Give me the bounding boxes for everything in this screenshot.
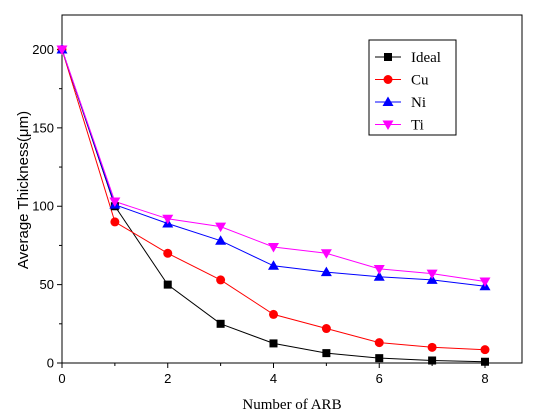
series-group [56, 43, 491, 366]
data-point-ti [56, 45, 68, 55]
legend-label-ideal: Ideal [411, 50, 441, 66]
y-tick-label: 200 [32, 42, 54, 57]
y-tick-label: 50 [40, 277, 54, 292]
x-tick-label: 6 [376, 371, 383, 386]
legend-marker-ti [382, 120, 394, 130]
y-tick-label: 100 [32, 199, 54, 214]
legend-marker-ni [382, 96, 394, 106]
x-axis-label: Number of ARB [242, 397, 341, 413]
data-point-cu [110, 217, 120, 227]
data-point-ti [373, 264, 385, 275]
data-point-cu [374, 338, 384, 348]
data-point-ti [215, 222, 227, 233]
data-point-cu [163, 248, 173, 258]
data-point-ideal [322, 349, 331, 358]
legend-box [368, 39, 457, 136]
data-point-ti [267, 243, 279, 253]
legend-marker-ideal [384, 53, 392, 61]
x-tick-label: 0 [58, 371, 65, 386]
data-point-cu [216, 275, 226, 285]
legend-label-ni: Ni [411, 95, 426, 111]
data-point-ti [479, 277, 491, 287]
data-point-ni [320, 266, 332, 277]
data-point-ti [320, 249, 332, 259]
data-point-ti [426, 269, 438, 280]
data-point-ideal [480, 357, 489, 366]
data-point-ideal [428, 356, 437, 365]
y-tick-label: 0 [47, 356, 54, 371]
data-point-cu [480, 345, 490, 355]
data-point-ni [215, 235, 227, 245]
data-point-cu [427, 342, 437, 352]
x-tick-label: 2 [164, 371, 171, 386]
data-point-ti [162, 214, 174, 225]
data-point-ni [373, 271, 385, 281]
data-point-cu [268, 309, 278, 319]
data-point-ideal [163, 280, 172, 289]
x-tick-label: 8 [481, 371, 488, 386]
axis-ticks: 0 2 4 6 8 0 50 100 150 200 [32, 42, 488, 386]
x-tick-label: 4 [270, 371, 277, 386]
data-point-ideal [269, 339, 278, 348]
legend-label-cu: Cu [411, 73, 429, 89]
legend: Ideal Cu Ni Ti [368, 39, 457, 136]
data-point-cu [321, 324, 331, 334]
y-tick-label: 150 [32, 120, 54, 135]
data-point-ni [267, 260, 279, 270]
legend-marker-cu [383, 75, 393, 84]
data-point-ti [109, 197, 121, 208]
y-axis-label: Average Thickness(μm) [15, 111, 32, 269]
data-point-ni [426, 274, 438, 284]
data-point-ideal [216, 319, 225, 328]
legend-label-ti: Ti [411, 118, 424, 134]
data-point-ideal [375, 354, 384, 363]
